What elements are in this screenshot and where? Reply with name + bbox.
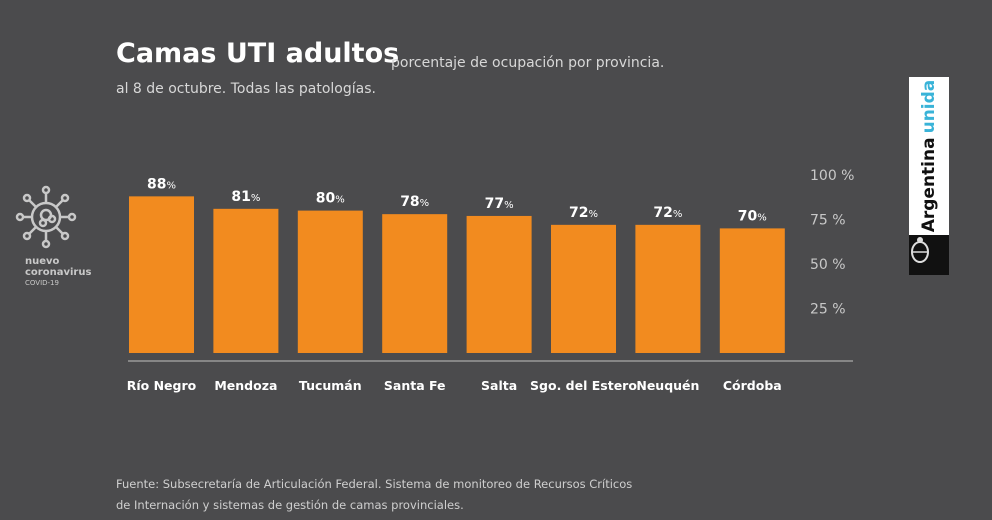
source-line-1: Fuente: Subsecretaría de Articulación Fe… [116, 477, 633, 491]
bar [719, 228, 785, 353]
data-label: 78% [400, 194, 429, 210]
data-label: 77% [485, 196, 514, 212]
x-tick-label: Tucumán [299, 378, 362, 393]
brand-word-1: Argentina [919, 137, 939, 233]
x-tick-label: Mendoza [214, 378, 277, 393]
data-label: 81% [231, 189, 260, 205]
badge-line-3: COVID-19 [25, 279, 59, 287]
data-label: 80% [316, 191, 345, 207]
brand-word-2: unida [919, 79, 939, 134]
bar [635, 224, 701, 353]
bar [466, 215, 532, 353]
chart-title: Camas UTI adultos [116, 38, 400, 69]
bar [297, 210, 363, 353]
x-tick-label: Sgo. del Estero [530, 378, 637, 393]
y-tick-label: 50 % [810, 257, 846, 273]
source-note: Fuente: Subsecretaría de Articulación Fe… [116, 474, 632, 516]
x-tick-label: Río Negro [127, 378, 197, 393]
chart-subtitle: porcentaje de ocupación por provincia. [391, 55, 665, 71]
y-tick-label: 75 % [810, 213, 846, 229]
bar [551, 224, 616, 353]
argentina-unida-logo: Argentina unida [909, 77, 949, 235]
x-tick-label: Córdoba [723, 378, 782, 393]
data-label: 72% [653, 205, 682, 221]
chart-subtitle-date: al 8 de octubre. Todas las patologías. [116, 81, 376, 97]
source-line-2: de Internación y sistemas de gestión de … [116, 498, 464, 512]
y-tick-label: 100 % [810, 168, 854, 184]
x-tick-label: Santa Fe [384, 378, 446, 393]
coat-of-arms-icon [909, 235, 949, 275]
x-tick-label: Salta [481, 378, 517, 393]
data-label: 72% [569, 205, 598, 221]
badge-line-1: nuevo [25, 256, 60, 267]
y-tick-label: 25 % [810, 302, 846, 318]
bar [129, 196, 194, 353]
virus-icon [15, 185, 77, 249]
bar [382, 214, 448, 353]
badge-line-2: coronavirus [25, 267, 92, 278]
data-label: 70% [738, 208, 767, 224]
bar [213, 208, 279, 353]
data-label: 88% [147, 176, 176, 192]
x-tick-label: Neuquén [636, 378, 699, 393]
covid-badge: nuevo coronavirus COVID-19 [25, 256, 91, 289]
